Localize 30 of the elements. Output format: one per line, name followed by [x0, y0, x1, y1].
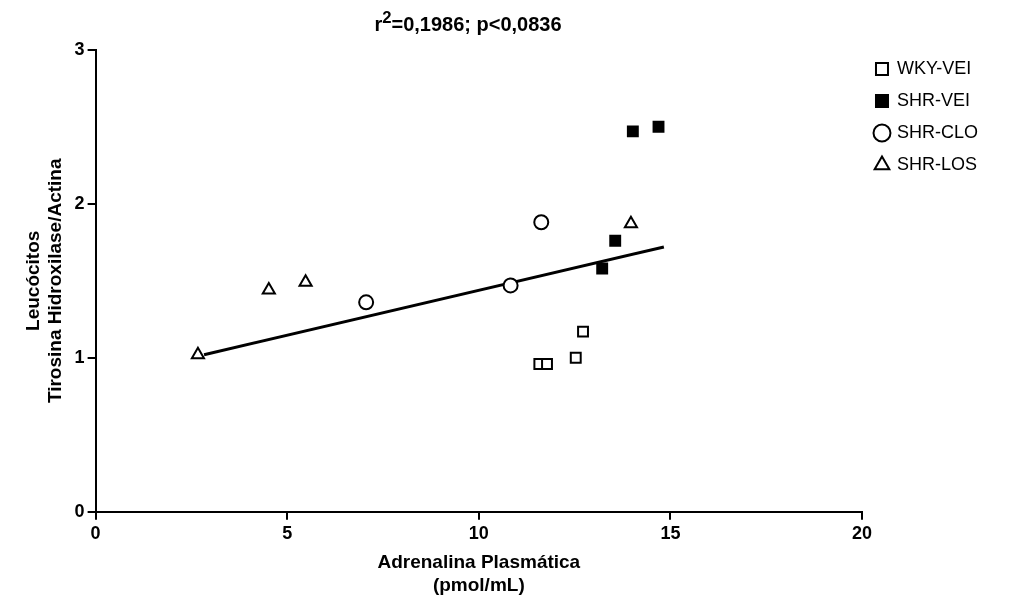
- x-axis-title: Adrenalina Plasmática (pmol/mL): [377, 551, 581, 595]
- y-tick-label: 0: [74, 500, 85, 521]
- point: [533, 214, 550, 231]
- point: [190, 346, 205, 360]
- point: [358, 294, 375, 311]
- y-tick-label: 2: [74, 192, 85, 213]
- point: [626, 125, 639, 138]
- point: [609, 234, 622, 247]
- legend-label: SHR-LOS: [896, 153, 978, 174]
- x-tick-label: 5: [282, 522, 293, 543]
- point: [596, 262, 609, 275]
- x-tick-label: 10: [468, 522, 489, 543]
- point: [569, 351, 582, 364]
- chart-title: r$^{2}$=0,1986; p<0,0836: [373, 8, 563, 36]
- legend-label: SHR-VEI: [896, 89, 971, 110]
- y-tick-label: 1: [74, 346, 85, 367]
- legend-label: SHR-CLO: [896, 121, 979, 142]
- point: [261, 282, 276, 295]
- point: [298, 274, 313, 287]
- point: [502, 277, 519, 294]
- point: [541, 358, 553, 370]
- y-axis-title: Leucócitos Tirosina Hidroxilase/Actina: [21, 158, 66, 404]
- x-tick-label: 20: [851, 522, 873, 543]
- legend-label: WKY-VEI: [896, 57, 972, 78]
- point: [623, 215, 638, 229]
- y-tick-label: 3: [74, 38, 85, 59]
- x-tick-label: 15: [660, 522, 681, 543]
- point: [577, 325, 589, 338]
- point: [652, 120, 665, 133]
- x-tick-label: 0: [90, 522, 101, 543]
